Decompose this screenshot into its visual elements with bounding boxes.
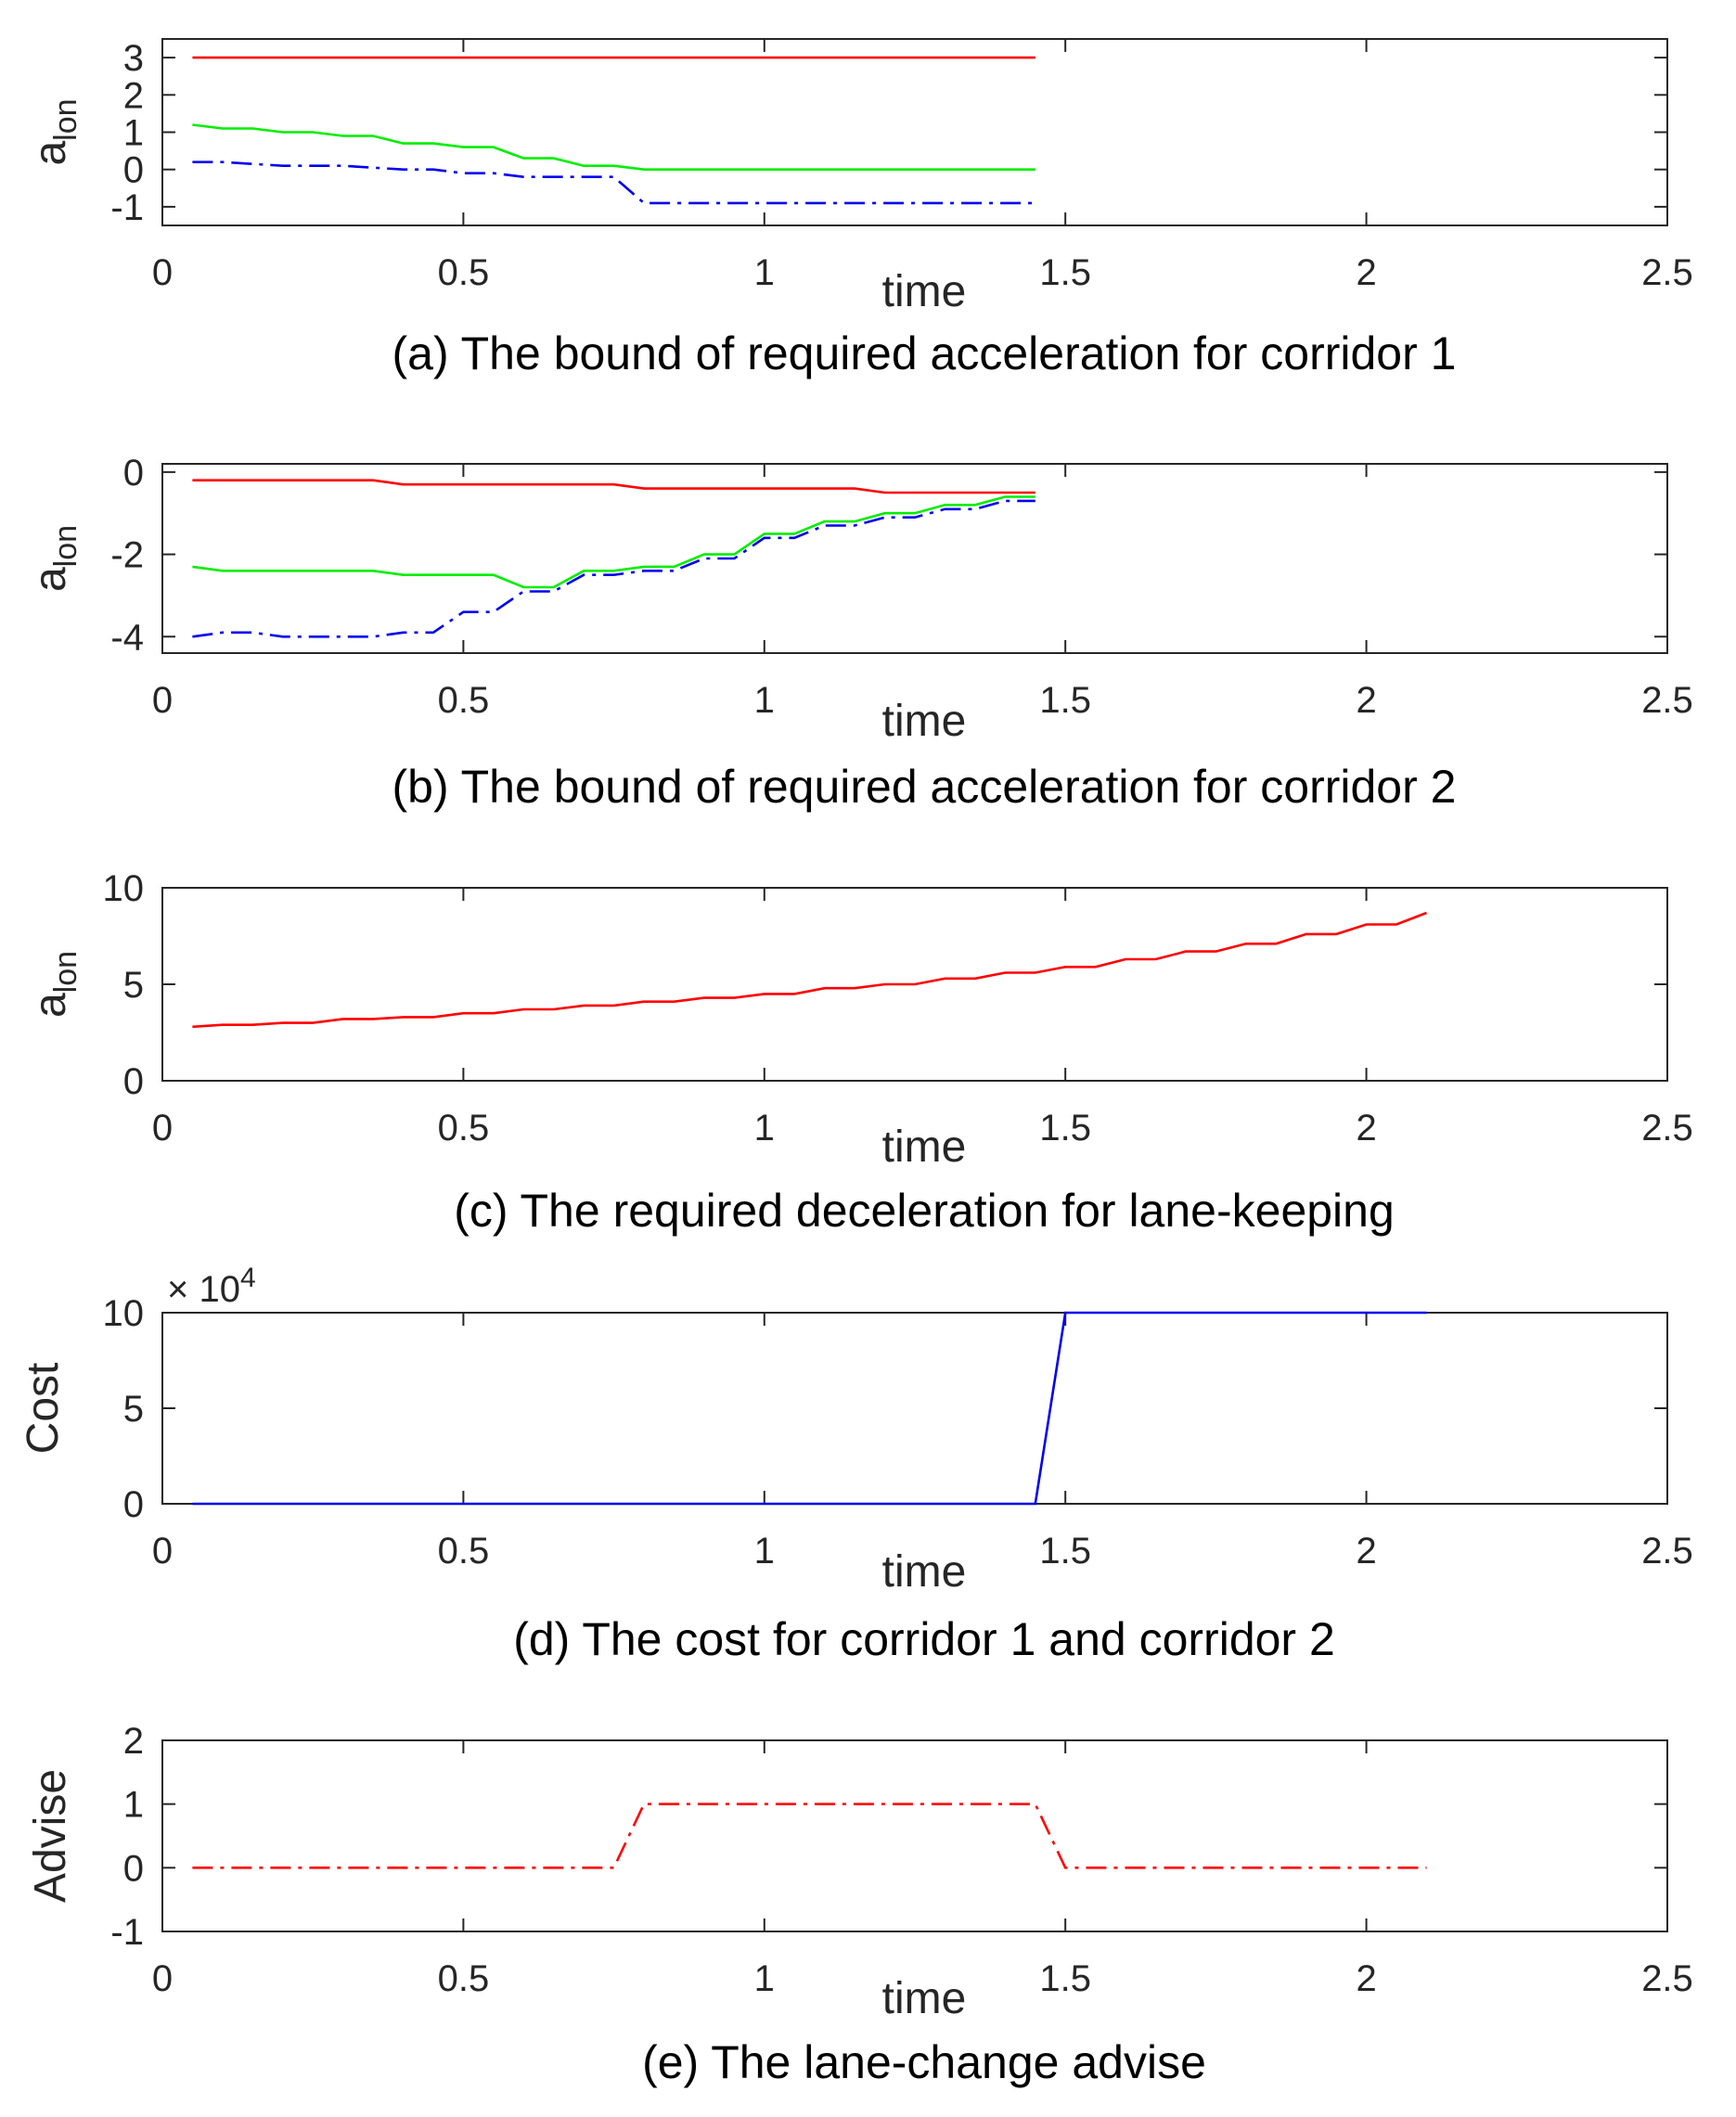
y-exponent-label: × 104 — [167, 1263, 256, 1310]
x-tick-label: 0.5 — [438, 252, 490, 293]
y-tick-label: 2 — [123, 1721, 144, 1762]
chart-panel-b: 0 0.5 1 1.5 2 2.5 0 -2 -4 time alon (b) The bound o… — [26, 453, 1693, 813]
y-axis-label: Advise — [26, 1769, 75, 1903]
y-tick-label: 10 — [103, 1293, 145, 1334]
x-tick-label: 0.5 — [438, 1958, 490, 1999]
y-tick-label: 0 — [123, 150, 144, 191]
x-tick-label: 1 — [754, 252, 775, 293]
x-tick-label: 0.5 — [438, 1108, 490, 1148]
x-tick-label: 2.5 — [1641, 680, 1693, 721]
y-tick-label: -2 — [110, 535, 144, 576]
panel-caption-tag: (b) — [392, 761, 461, 813]
panel-caption-text: The bound of required acceleration for c… — [461, 327, 1457, 379]
x-tick-label: 2.5 — [1641, 1958, 1693, 1999]
panel-caption-tag: (d) — [513, 1613, 582, 1665]
x-axis-label: time — [882, 697, 967, 746]
x-tick-label: 2 — [1356, 1531, 1376, 1572]
y-axis-label: Cost — [19, 1363, 68, 1455]
y-tick-label: 0 — [123, 453, 144, 494]
series-line-nominal — [192, 123, 1035, 171]
y-tick-label: 10 — [103, 868, 145, 909]
panel-caption-tag: (c) — [454, 1185, 520, 1237]
x-axis-label: time — [882, 1547, 967, 1597]
axes-frame — [161, 38, 1668, 226]
y-tick-label: 0 — [123, 1484, 144, 1525]
axes-frame — [161, 463, 1668, 654]
panel-caption: (e) The lane-change advise — [642, 2036, 1206, 2088]
x-tick-label: 1.5 — [1039, 1531, 1091, 1572]
x-tick-label: 2 — [1356, 1958, 1376, 1999]
x-tick-label: 2.5 — [1641, 1531, 1693, 1572]
series-line-cost — [192, 1311, 1427, 1506]
x-tick-label: 1.5 — [1039, 1108, 1091, 1148]
y-tick-label: 3 — [123, 38, 144, 79]
x-tick-label: 0.5 — [438, 680, 490, 721]
y-tick-label: 1 — [123, 113, 144, 154]
series-line-nominal — [192, 495, 1035, 589]
y-tick-label: -1 — [110, 1912, 144, 1953]
axes-frame — [161, 1312, 1668, 1505]
panel-caption-tag: (a) — [392, 327, 461, 379]
y-tick-label: -4 — [110, 617, 144, 658]
y-axis-label: alon — [26, 98, 84, 165]
x-tick-label: 0 — [152, 1108, 173, 1148]
x-tick-label: 0 — [152, 680, 173, 721]
y-tick-label: 1 — [123, 1785, 144, 1826]
y-tick-label: 0 — [123, 1061, 144, 1102]
x-axis-label: time — [882, 1974, 967, 2023]
panel-caption: (b) The bound of required acceleration f… — [392, 761, 1457, 813]
panel-caption-text: The bound of required acceleration for c… — [461, 761, 1457, 813]
y-axis-label: alon — [26, 525, 84, 592]
y-axis-label: alon — [26, 951, 84, 1018]
panel-caption: (d) The cost for corridor 1 and corridor… — [513, 1613, 1335, 1665]
x-tick-label: 2.5 — [1641, 252, 1693, 293]
x-axis-label: time — [882, 267, 967, 316]
series-line-lower — [192, 499, 1035, 638]
panel-caption-tag: (e) — [642, 2036, 711, 2088]
x-tick-label: 1.5 — [1039, 1958, 1091, 1999]
axes-frame — [161, 1739, 1668, 1932]
x-tick-label: 1 — [754, 1531, 775, 1572]
y-tick-label: 2 — [123, 75, 144, 116]
x-tick-label: 1 — [754, 680, 775, 721]
panel-caption: (c) The required deceleration for lane-k… — [454, 1185, 1395, 1237]
x-axis-label: time — [882, 1123, 967, 1172]
panel-caption-text: The required deceleration for lane-keepi… — [521, 1185, 1395, 1237]
series-line-advise — [192, 1803, 1427, 1869]
series-line-lower — [192, 160, 1035, 205]
x-tick-label: 2 — [1356, 680, 1376, 721]
y-tick-label: -1 — [110, 187, 144, 228]
x-tick-label: 1.5 — [1039, 252, 1091, 293]
x-tick-label: 1.5 — [1039, 680, 1091, 721]
panel-caption-text: The cost for corridor 1 and corridor 2 — [582, 1613, 1334, 1665]
chart-panel-d: 0 0.5 1 1.5 2 2.5 10 5 0 time Cost × 104 (d) The cos… — [19, 1263, 1693, 1665]
series-line-required — [192, 911, 1427, 1029]
series-line-upper — [192, 479, 1035, 494]
x-tick-label: 1 — [754, 1958, 775, 1999]
panel-caption-text: The lane-change advise — [711, 2036, 1206, 2088]
x-tick-label: 0 — [152, 252, 173, 293]
x-tick-label: 2 — [1356, 252, 1376, 293]
x-tick-label: 0.5 — [438, 1531, 490, 1572]
x-tick-label: 0 — [152, 1531, 173, 1572]
y-tick-label: 5 — [123, 1389, 144, 1430]
y-tick-label: 5 — [123, 965, 144, 1006]
x-tick-label: 2.5 — [1641, 1108, 1693, 1148]
x-tick-label: 1 — [754, 1108, 775, 1148]
panel-caption: (a) The bound of required acceleration f… — [392, 327, 1457, 379]
x-tick-label: 0 — [152, 1958, 173, 1999]
x-tick-label: 2 — [1356, 1108, 1376, 1148]
y-tick-label: 0 — [123, 1848, 144, 1889]
chart-panel-c: 0 0.5 1 1.5 2 2.5 10 5 0 time alon (c) The required… — [26, 868, 1693, 1237]
